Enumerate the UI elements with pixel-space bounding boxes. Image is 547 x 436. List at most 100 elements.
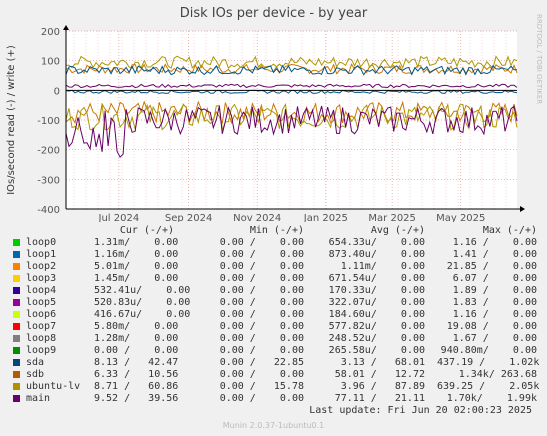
legend-max: 1.70k/ 1.99k: [446, 393, 537, 404]
legend-max: 1.34k/ 263.68: [458, 369, 537, 380]
legend-max: 1.83 / 0.00: [452, 297, 537, 308]
legend-cur: 1.45m/ 0.00: [94, 273, 179, 284]
legend-max: 1.41 / 0.00: [452, 249, 537, 260]
legend-min: 0.00 / 22.85: [219, 357, 304, 368]
legend-min: 0.00 / 0.00: [219, 297, 304, 308]
legend-cur: 520.83u/ 0.00: [94, 297, 191, 308]
legend-cur: 9.52 / 39.56: [94, 393, 179, 404]
legend-cur: 416.67u/ 0.00: [94, 309, 191, 320]
legend-max: 940.80m/ 0.00: [440, 345, 537, 356]
legend-swatch: [13, 359, 20, 366]
legend-series-name: loop8: [26, 333, 57, 344]
y-tick-label: 0: [54, 86, 60, 97]
legend-series-name: loop4: [26, 285, 57, 296]
x-axis-arrow: [520, 206, 525, 212]
x-tick-label: Sep 2024: [165, 213, 212, 222]
series-line-sda-write: [65, 64, 518, 76]
x-tick-label: Nov 2024: [233, 213, 281, 222]
legend-min: 0.00 / 0.00: [219, 285, 304, 296]
legend-cur: 8.13 / 42.47: [94, 357, 179, 368]
legend-avg: 654.33u/ 0.00: [328, 237, 425, 248]
legend-max: 1.89 / 0.00: [452, 285, 537, 296]
x-tick-label: Jul 2024: [98, 213, 140, 222]
legend-series-name: ubuntu-lv: [26, 381, 81, 392]
rrdtool-credit-text: RRDTOOL / TOBI OETIKER: [535, 14, 543, 104]
legend-swatch: [13, 275, 20, 282]
x-tick-label: May 2025: [436, 213, 485, 222]
legend-series-name: loop7: [26, 321, 57, 332]
legend-avg: 577.82u/ 0.00: [328, 321, 425, 332]
y-tick-label: -200: [37, 146, 60, 157]
y-tick-label: -400: [37, 205, 60, 216]
series-line-main-write: [65, 83, 518, 89]
legend-min: 0.00 / 0.00: [219, 249, 304, 260]
legend-min: 0.00 / 0.00: [219, 261, 304, 272]
legend-max: 1.67 / 0.00: [452, 333, 537, 344]
legend-series-name: loop2: [26, 261, 57, 272]
legend-max: 1.16 / 0.00: [452, 237, 537, 248]
legend-swatch: [13, 287, 20, 294]
legend-min: 0.00 / 0.00: [219, 333, 304, 344]
legend-swatch: [13, 251, 20, 258]
y-tick-label: -300: [37, 175, 60, 186]
legend-swatch: [13, 239, 20, 246]
legend-swatch: [13, 311, 20, 318]
y-tick-label: -100: [37, 116, 60, 127]
legend-min: 0.00 / 0.00: [219, 345, 304, 356]
legend-max: 1.16 / 0.00: [452, 309, 537, 320]
munin-version: Munin 2.0.37-1ubuntu0.1: [222, 421, 325, 430]
series-line-sdb-write: [65, 63, 518, 75]
legend-avg: 3.96 / 87.89: [340, 381, 425, 392]
legend-series-name: loop6: [26, 309, 57, 320]
legend-min: 0.00 / 15.78: [219, 381, 304, 392]
series-line-main-read: [65, 105, 518, 158]
legend-min: 0.00 / 0.00: [219, 309, 304, 320]
x-tick-label: Jan 2025: [303, 213, 348, 222]
legend-series-name: loop1: [26, 249, 57, 260]
legend-swatch: [13, 371, 20, 378]
legend-header-min: Min (-/+): [249, 225, 304, 236]
legend-cur: 6.33 / 10.56: [94, 369, 179, 380]
legend-max: 6.07 / 0.00: [452, 273, 537, 284]
chart-title: Disk IOs per device - by year: [179, 6, 368, 21]
y-tick-label: 200: [41, 27, 60, 38]
chart-area: 200 100 0 -100 -200 -300 -400 Jul 2024 Sep 2024 N…: [6, 25, 525, 222]
legend-max: 21.85 / 0.00: [446, 261, 537, 272]
y-axis-arrow: [63, 25, 69, 30]
legend-series-name: loop0: [26, 237, 57, 248]
y-axis-label: IOs/second read (-) / write (+): [6, 45, 17, 195]
legend-cur: 1.31m/ 0.00: [94, 237, 179, 248]
legend-series-name: sda: [26, 357, 45, 368]
legend-avg: 265.58u/ 0.00: [328, 345, 425, 356]
legend-swatch: [13, 347, 20, 354]
legend-cur: 5.01m/ 0.00: [94, 261, 179, 272]
y-tick-label: 100: [41, 57, 60, 68]
legend-avg: 184.60u/ 0.00: [328, 309, 425, 320]
legend-avg: 1.11m/ 0.00: [340, 261, 425, 272]
legend-series-name: loop3: [26, 273, 57, 284]
legend-swatch: [13, 383, 20, 390]
legend-min: 0.00 / 0.00: [219, 393, 304, 404]
legend-min: 0.00 / 0.00: [219, 273, 304, 284]
legend-cur: 1.16m/ 0.00: [94, 249, 179, 260]
legend-header-max: Max (-/+): [482, 225, 537, 236]
legend-avg: 170.33u/ 0.00: [328, 285, 425, 296]
legend-swatch: [13, 263, 20, 270]
legend-header-cur: Cur (-/+): [119, 225, 174, 236]
x-tick-label: Mar 2025: [368, 213, 416, 222]
legend-cur: 0.00 / 0.00: [94, 345, 179, 356]
legend-cur: 8.71 / 60.86: [94, 381, 179, 392]
legend-avg: 77.11 / 21.11: [334, 393, 425, 404]
legend-max: 437.19 / 1.02k: [437, 357, 540, 368]
legend-min: 0.00 / 0.00: [219, 321, 304, 332]
legend-swatch: [13, 395, 20, 402]
legend-series-name: loop5: [26, 297, 57, 308]
legend-swatch: [13, 299, 20, 306]
legend-min: 0.00 / 0.00: [219, 237, 304, 248]
legend-min: 0.00 / 0.00: [219, 369, 304, 380]
legend-avg: 671.54u/ 0.00: [328, 273, 425, 284]
legend-max: 19.08 / 0.00: [446, 321, 537, 332]
rrdtool-credit: RRDTOOL / TOBI OETIKER: [535, 14, 543, 104]
legend-avg: 3.13 / 68.01: [340, 357, 425, 368]
legend-avg: 248.52u/ 0.00: [328, 333, 425, 344]
